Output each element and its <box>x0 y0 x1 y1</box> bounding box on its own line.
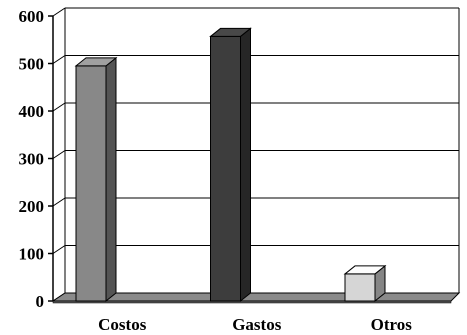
gridline-side <box>52 55 66 64</box>
gridline-side <box>52 7 66 17</box>
bar-side <box>105 56 117 303</box>
bar-side <box>240 27 251 303</box>
bar-front <box>344 273 376 302</box>
floor-front <box>52 300 452 304</box>
bars <box>74 27 387 303</box>
x-category-labels: Costos Gastos Otros <box>98 315 412 334</box>
bar-top <box>74 57 118 67</box>
gridline-side <box>52 102 66 112</box>
y-tick-label: 100 <box>19 245 45 264</box>
x-category-label: Otros <box>371 315 413 334</box>
y-tick-label: 200 <box>19 197 45 216</box>
y-tick-label: 0 <box>36 292 45 311</box>
bar-otros <box>343 264 387 303</box>
x-category-label: Costos <box>98 315 147 334</box>
y-tick-label: 600 <box>19 7 45 26</box>
bar-top <box>343 265 387 275</box>
bar-front <box>75 65 107 302</box>
y-tick-label: 500 <box>19 55 45 74</box>
gridline-side <box>52 150 66 159</box>
gridline-side <box>52 245 66 254</box>
y-tick-label: 300 <box>19 150 45 169</box>
bar-front <box>210 35 241 302</box>
bar-top <box>209 27 252 37</box>
x-category-label: Gastos <box>232 315 282 334</box>
gridlines <box>52 7 460 302</box>
y-tick-label: 400 <box>19 102 45 121</box>
y-axis <box>48 15 54 302</box>
gridline-side <box>52 197 66 207</box>
bar-gastos <box>209 27 252 303</box>
bar-costos <box>74 56 118 303</box>
y-tick-labels: 0 100 200 300 400 500 600 <box>19 7 45 311</box>
